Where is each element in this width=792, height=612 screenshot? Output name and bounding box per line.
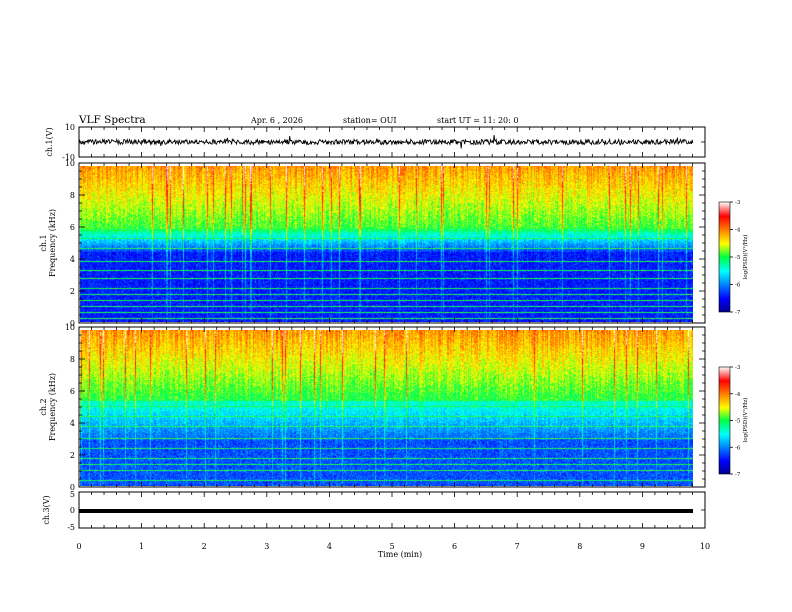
x-tick-label: 2: [202, 542, 207, 551]
ch2-spec-tick-label: 10: [65, 323, 75, 332]
ch1-spectrogram-image: [80, 166, 693, 322]
ch1-colorbar-label: log(PSD)(V²/Hz): [742, 235, 749, 280]
ch1-waveform-ylabel: ch.1(V): [45, 127, 54, 156]
ch1-spec-tick-label: 0: [70, 319, 75, 328]
ch1-spec-ylabel-1: ch.1: [39, 234, 48, 251]
ch2-colorbar-tick-label: -7: [735, 472, 741, 478]
ch1-spec-tick-label: 4: [70, 255, 75, 264]
ch1-spec-tick-label: 2: [70, 287, 75, 296]
ch2-colorbar-tick-label: -6: [735, 445, 741, 451]
ch2-spec-tick-label: 4: [70, 419, 75, 428]
ch2-colorbar-label: log(PSD)(V²/Hz): [742, 398, 749, 443]
x-tick-label: 10: [700, 542, 710, 551]
ch2-spec-tick-label: 2: [70, 451, 75, 460]
ch2-spectrogram-image: [80, 330, 693, 486]
ch1-colorbar-tick-label: -3: [735, 200, 741, 206]
ch1-spec-tick-label: 10: [65, 159, 75, 168]
ch1-colorbar: [718, 201, 731, 313]
x-tick-label: 4: [327, 542, 332, 551]
ch1-colorbar-tick-label: -4: [735, 228, 741, 234]
ch1-colorbar-tick-label: -5: [735, 255, 741, 261]
start-time-label: start UT = 11: 20: 0: [437, 116, 518, 125]
ch3-waveform-trace: [79, 509, 693, 513]
ch3-wave-tick-label: 0: [70, 506, 75, 515]
ch3-waveform-ylabel: ch.3(V): [42, 495, 51, 524]
ch2-spec-tick-label: 8: [70, 355, 75, 364]
ch1-spec-ylabel-2: Frequency (kHz): [48, 209, 57, 277]
ch2-spec-ylabel-1: ch.2: [39, 398, 48, 415]
ch1-wave-tick-label: -10: [62, 153, 75, 162]
ch2-colorbar-tick-label: -5: [735, 419, 741, 425]
ch2-spec-tick-label: 0: [70, 483, 75, 492]
ch3-wave-tick-label: -5: [67, 523, 75, 532]
ch1-spec-tick-label: 6: [70, 223, 75, 232]
ch2-spec-ylabel-2: Frequency (kHz): [48, 373, 57, 441]
figure-title: VLF Spectra: [78, 114, 146, 126]
x-tick-label: 5: [389, 542, 394, 551]
ch1-wave-tick-label: 10: [65, 123, 75, 132]
ch3-wave-tick-label: 5: [70, 490, 75, 499]
ch1-spec-tick-label: 8: [70, 191, 75, 200]
ch1-colorbar-tick-label: -7: [735, 310, 741, 316]
x-axis-label: Time (min): [378, 550, 422, 559]
x-tick-label: 1: [139, 542, 144, 551]
x-tick-label: 7: [515, 542, 520, 551]
ch2-colorbar: [718, 366, 731, 475]
x-tick-label: 3: [264, 542, 269, 551]
ch1-colorbar-tick-label: -6: [735, 283, 741, 289]
station-label: station= OUI: [343, 116, 397, 125]
ch2-colorbar-tick-label: -3: [735, 365, 741, 371]
x-tick-label: 9: [640, 542, 645, 551]
x-tick-label: 8: [577, 542, 582, 551]
x-tick-label: 0: [76, 542, 81, 551]
ch2-spec-tick-label: 6: [70, 387, 75, 396]
date-label: Apr. 6 , 2026: [250, 116, 303, 125]
x-tick-label: 6: [452, 542, 457, 551]
ch2-colorbar-tick-label: -4: [735, 392, 741, 398]
ch1-waveform-trace: [78, 135, 694, 149]
